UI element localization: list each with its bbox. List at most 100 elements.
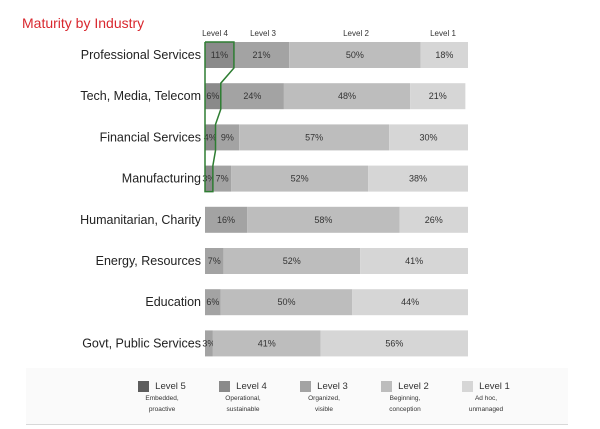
legend-name: Level 2 xyxy=(398,381,429,392)
chart-title: Maturity by Industry xyxy=(22,15,145,31)
bar-segment-level-3 xyxy=(220,83,284,110)
legend-name: Level 5 xyxy=(155,381,186,392)
data-label: 44% xyxy=(401,297,419,307)
category-label: Tech, Media, Telecom xyxy=(80,89,201,103)
bar-segment-level-4 xyxy=(205,42,234,68)
bar-segment-level-3 xyxy=(215,124,240,151)
legend-desc-line-1: Operational, xyxy=(225,395,261,402)
legend: Level 5 Embedded, proactive Level 4 Oper… xyxy=(26,368,568,425)
data-label: 3% xyxy=(202,338,215,348)
category-label: Education xyxy=(145,295,201,309)
data-label: 9% xyxy=(221,132,234,142)
bar-segment-level-1 xyxy=(389,124,468,151)
category-labels: Professional Services Tech, Media, Teleco… xyxy=(80,48,202,350)
data-label: 52% xyxy=(291,174,309,184)
category-label: Manufacturing xyxy=(122,172,201,186)
category-label: Govt, Public Services xyxy=(82,336,201,350)
column-header: Level 4 xyxy=(202,29,228,38)
data-label: 18% xyxy=(435,50,453,60)
data-label: 6% xyxy=(206,297,219,307)
data-label: 38% xyxy=(409,174,427,184)
legend-item-level-5: Level 5 Embedded, proactive xyxy=(122,381,202,414)
column-headers: Level 4 Level 3 Level 2 Level 1 xyxy=(202,29,456,38)
data-label: 24% xyxy=(243,91,261,101)
data-label: 4% xyxy=(204,132,217,142)
legend-item-level-4: Level 4 Operational, sustainable xyxy=(203,381,283,414)
bar-segment-level-4 xyxy=(205,83,221,110)
legend-desc-line-1: Beginning, xyxy=(389,395,421,402)
category-label: Professional Services xyxy=(81,48,201,62)
level-4-highlight-outline xyxy=(204,41,235,193)
legend-item-level-3: Level 3 Organized, visible xyxy=(284,381,364,414)
bar-segment-level-3 xyxy=(212,165,232,192)
stacked-bar-chart: Level 4 Level 3 Level 2 Level 1 11% 21% 50% 18… xyxy=(80,29,468,357)
data-label: 41% xyxy=(405,256,423,266)
category-label: Financial Services xyxy=(100,130,201,144)
data-label: 58% xyxy=(314,215,332,225)
bars: 11% 21% 50% 18%6% 24% 48% 21%4% 9% 57% 30%3% 7% 52%… xyxy=(202,42,468,357)
legend-desc-line-2: visible xyxy=(314,406,334,413)
legend-swatch-level-2 xyxy=(381,381,393,392)
column-header: Level 2 xyxy=(343,29,369,38)
data-label: 30% xyxy=(420,132,438,142)
data-label: 48% xyxy=(338,91,356,101)
legend-desc-line-2: conception xyxy=(389,406,421,413)
column-header: Level 1 xyxy=(430,29,456,38)
bar-segment-level-1 xyxy=(420,42,468,68)
data-label: 7% xyxy=(216,174,229,184)
legend-swatch-level-4 xyxy=(219,381,231,392)
category-label: Humanitarian, Charity xyxy=(80,213,202,227)
legend-desc-line-2: sustainable xyxy=(226,406,260,413)
legend-item-level-1: Level 1 Ad hoc, unmanaged xyxy=(446,381,526,414)
bar-segment-level-4 xyxy=(205,165,213,192)
legend-swatch-level-1 xyxy=(462,381,474,392)
legend-name: Level 1 xyxy=(479,381,510,392)
bar-segment-level-2 xyxy=(247,206,400,233)
bar-segment-level-1 xyxy=(352,289,468,316)
data-label: 50% xyxy=(278,297,296,307)
bar-segment-level-2 xyxy=(223,248,361,274)
bar-segment-level-3 xyxy=(205,248,224,274)
bar-segment-level-1 xyxy=(320,330,468,357)
data-label: 3% xyxy=(202,174,215,184)
data-label: 57% xyxy=(305,132,323,142)
legend-desc-line-1: Organized, xyxy=(308,395,340,402)
data-label: 56% xyxy=(385,338,403,348)
bar-segment-level-1 xyxy=(410,83,466,110)
bar-segment-level-1 xyxy=(368,165,468,192)
bar-segment-level-2 xyxy=(212,330,321,357)
legend-desc-line-1: Embedded, xyxy=(145,395,179,402)
data-label: 6% xyxy=(206,91,219,101)
bar-segment-level-1 xyxy=(399,206,468,233)
legend-desc-line-2: unmanaged xyxy=(468,406,504,413)
data-label: 50% xyxy=(346,50,364,60)
legend-swatch-level-5 xyxy=(138,381,150,392)
data-label: 21% xyxy=(253,50,271,60)
column-header: Level 3 xyxy=(250,29,276,38)
bar-segment-level-3 xyxy=(205,206,248,233)
category-label: Energy, Resources xyxy=(96,254,201,268)
bar-segment-level-2 xyxy=(231,165,369,192)
bar-segment-level-4 xyxy=(205,124,216,151)
bar-segment-level-2 xyxy=(283,83,411,110)
data-label: 21% xyxy=(429,91,447,101)
legend-desc-line-2: proactive xyxy=(148,406,176,413)
data-label: 7% xyxy=(208,256,221,266)
legend-item-level-2: Level 2 Beginning, conception xyxy=(365,381,445,414)
bar-segment-level-3 xyxy=(205,289,221,316)
data-label: 16% xyxy=(217,215,235,225)
bar-segment-level-3 xyxy=(205,330,213,357)
data-label: 26% xyxy=(425,215,443,225)
legend-desc-line-1: Ad hoc, xyxy=(474,395,498,402)
bar-segment-level-2 xyxy=(220,289,353,316)
data-label: 52% xyxy=(283,256,301,266)
legend-name: Level 3 xyxy=(317,381,348,392)
bar-segment-level-2 xyxy=(239,124,390,151)
legend-name: Level 4 xyxy=(236,381,267,392)
bar-segment-level-3 xyxy=(233,42,290,68)
data-label: 41% xyxy=(258,338,276,348)
legend-swatch-level-3 xyxy=(300,381,312,392)
bar-segment-level-1 xyxy=(360,248,468,274)
bar-segment-level-2 xyxy=(289,42,421,68)
data-label: 11% xyxy=(211,50,228,60)
